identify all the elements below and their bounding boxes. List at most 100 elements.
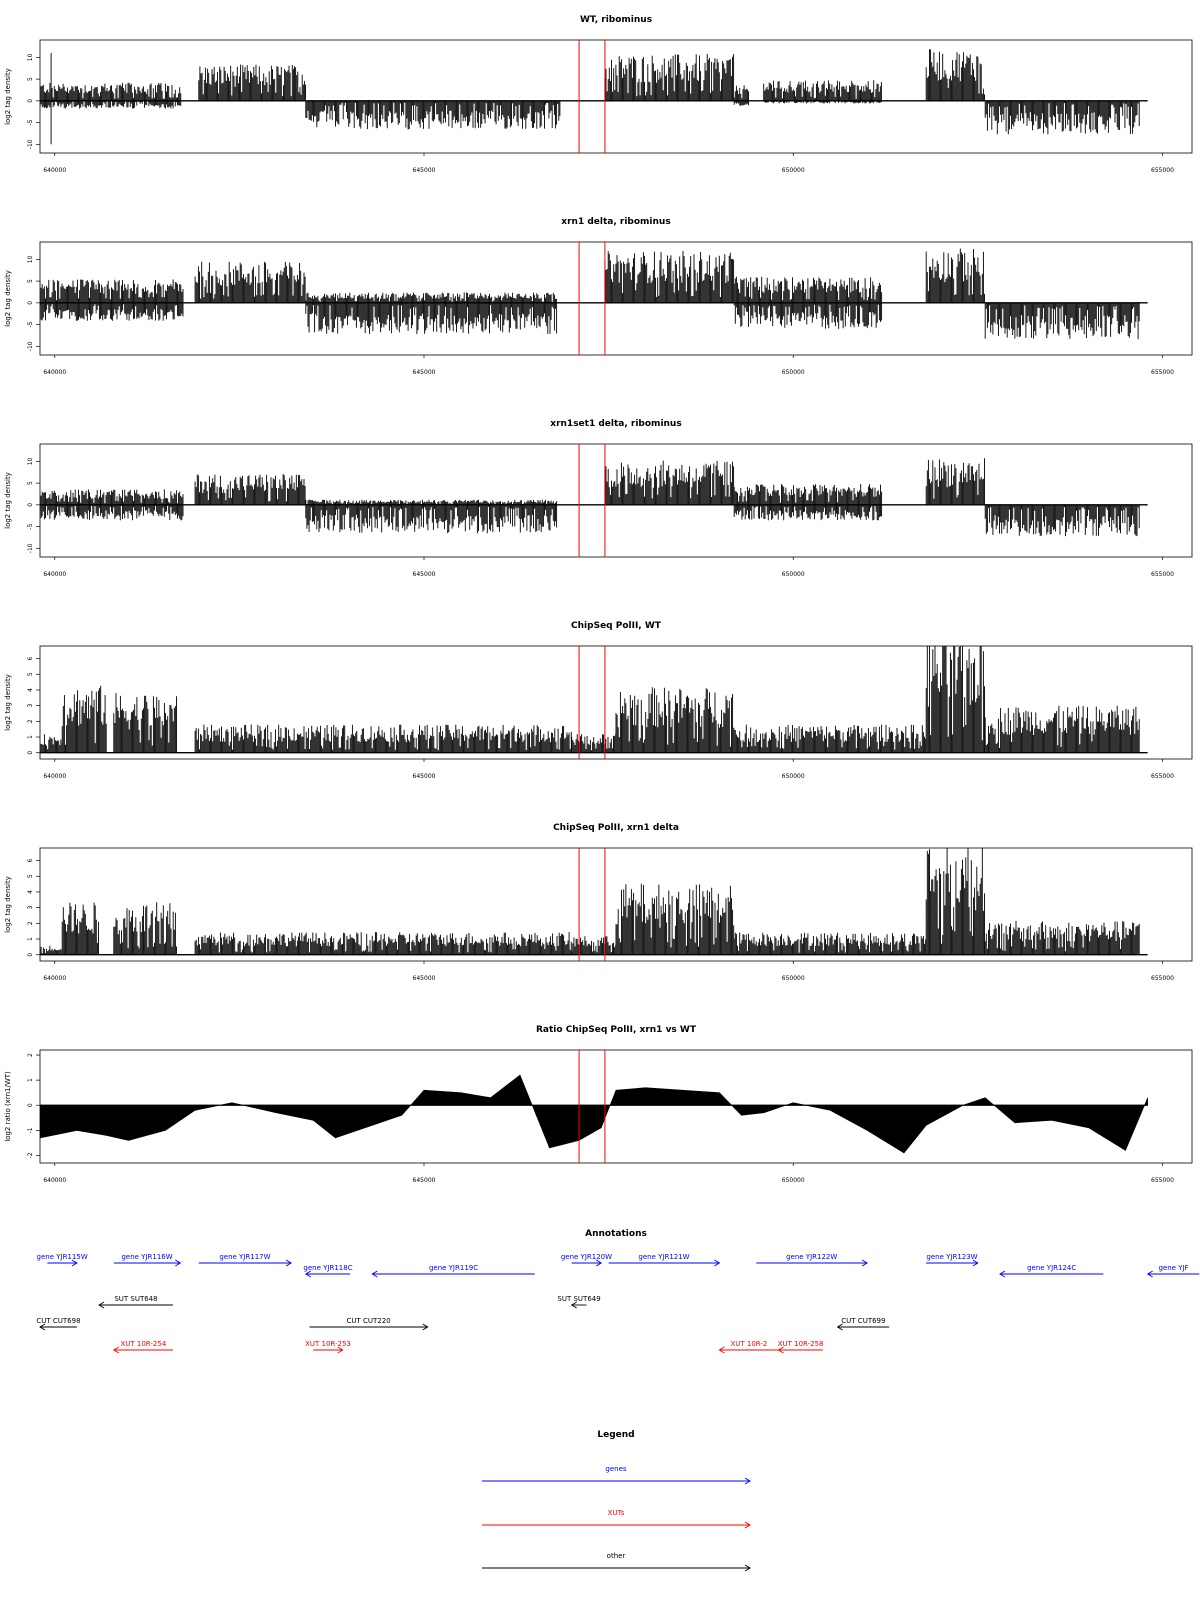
x-tick-label: 645000 — [413, 1177, 436, 1184]
gene-feature: gene YJR121W — [608, 1253, 721, 1267]
y-tick-label: 2 — [27, 1053, 34, 1057]
y-tick-label: -5 — [27, 523, 34, 529]
plot-area — [40, 458, 1148, 537]
y-tick-label: 2 — [27, 719, 34, 723]
x-tick-label: 640000 — [43, 369, 66, 376]
x-tick-label: 650000 — [782, 571, 805, 578]
feature-label: gene YJR119C — [429, 1264, 478, 1272]
gene-feature: gene YJR116W — [113, 1253, 182, 1267]
signal-bars — [40, 49, 1140, 145]
y-tick-label: 10 — [27, 53, 34, 61]
x-tick-label: 640000 — [43, 975, 66, 982]
x-tick-label: 655000 — [1151, 167, 1174, 174]
signal-bars — [40, 458, 1140, 537]
legend-item: genes — [482, 1465, 751, 1485]
x-tick-label: 650000 — [782, 1177, 805, 1184]
y-axis-label: log2 ratio (xrn1/WT) — [4, 1071, 12, 1142]
feature-arrow — [777, 1346, 823, 1354]
feature-arrow — [608, 1259, 721, 1267]
feature-arrow — [926, 1259, 979, 1267]
feature-arrow — [756, 1259, 868, 1267]
legend: Legend genes XUTs other — [482, 1430, 751, 1572]
y-tick-label: 5 — [27, 77, 34, 81]
legend-label: XUTs — [608, 1509, 625, 1517]
feature-label: gene YJR121W — [638, 1253, 689, 1261]
feature-arrow — [313, 1346, 344, 1354]
feature-label: SUT SUT649 — [557, 1295, 600, 1303]
y-tick-label: 10 — [27, 457, 34, 465]
y-tick-label: 1 — [27, 937, 34, 941]
feature-arrow — [836, 1323, 890, 1331]
track-panel: xrn1set1 delta, ribominus log2 tag densit… — [4, 419, 1193, 578]
feature-arrow — [570, 1301, 587, 1309]
feature-label: CUT CUT220 — [347, 1317, 391, 1325]
feature-label: gene YJR115W — [37, 1253, 88, 1261]
y-tick-label: 5 — [27, 874, 34, 878]
xut-feature: XUT 10R-254 — [112, 1340, 173, 1354]
x-tick-label: 655000 — [1151, 1177, 1174, 1184]
other-feature: CUT CUT698 — [36, 1317, 81, 1331]
track-panel: WT, ribominus log2 tag density 10 5 0 -5 -10 64… — [4, 15, 1193, 174]
y-tick-label: 4 — [27, 688, 34, 692]
y-tick-label: 2 — [27, 921, 34, 925]
feature-arrow — [309, 1323, 429, 1331]
gene-feature: gene YJR123W — [926, 1253, 979, 1267]
y-axis-label: log2 tag density — [4, 68, 12, 125]
feature-arrow — [371, 1270, 535, 1278]
y-tick-label: 3 — [27, 906, 34, 910]
x-tick-label: 655000 — [1151, 571, 1174, 578]
y-tick-label: 10 — [27, 255, 34, 263]
x-tick-label: 640000 — [43, 1177, 66, 1184]
x-tick-label: 645000 — [413, 167, 436, 174]
x-tick-label: 645000 — [413, 369, 436, 376]
feature-label: gene YJR123W — [926, 1253, 977, 1261]
feature-arrow — [47, 1259, 78, 1267]
feature-arrow — [39, 1323, 77, 1331]
y-tick-label: 0 — [27, 751, 34, 755]
plot-area — [40, 49, 1148, 145]
gene-feature: gene YJR120W — [561, 1253, 612, 1267]
panel-title: xrn1 delta, ribominus — [561, 217, 670, 227]
panel-title: xrn1set1 delta, ribominus — [550, 419, 681, 429]
other-feature: SUT SUT649 — [557, 1295, 601, 1309]
legend-title: Legend — [597, 1430, 634, 1440]
x-tick-label: 655000 — [1151, 369, 1174, 376]
feature-arrow — [718, 1346, 779, 1354]
panel-title: ChipSeq PolII, xrn1 delta — [553, 823, 679, 833]
feature-arrow — [113, 1259, 182, 1267]
plot-area — [40, 646, 1148, 754]
gene-feature: gene YJR115W — [37, 1253, 88, 1267]
x-tick-label: 650000 — [782, 773, 805, 780]
xut-feature: XUT 10R-2 — [718, 1340, 779, 1354]
track-panel: ChipSeq PolII, WT log2 tag density 6 5 4 3 2 1 0… — [4, 621, 1193, 780]
gene-feature: gene YJR119C — [371, 1264, 535, 1278]
ratio-area — [40, 1074, 1148, 1154]
feature-arrow — [98, 1301, 173, 1309]
feature-label: gene YJR122W — [786, 1253, 837, 1261]
track-panel: ChipSeq PolII, xrn1 delta log2 tag densit… — [4, 823, 1193, 982]
feature-label: gene YJR116W — [121, 1253, 172, 1261]
annotations-title: Annotations — [585, 1229, 647, 1239]
plot-area — [40, 248, 1148, 340]
y-tick-label: 0 — [27, 301, 34, 305]
x-tick-label: 650000 — [782, 369, 805, 376]
feature-label: gene YJF — [1158, 1264, 1188, 1272]
legend-label: genes — [605, 1465, 626, 1473]
feature-arrow — [304, 1270, 351, 1278]
signal-bars — [40, 248, 1140, 340]
gene-feature: gene YJR118C — [303, 1264, 353, 1278]
feature-arrow — [482, 1477, 751, 1485]
track-panel: xrn1 delta, ribominus log2 tag density 10 5… — [4, 217, 1193, 376]
plot-frame — [39, 847, 1193, 962]
plot-area — [40, 848, 1148, 956]
legend-item: XUTs — [482, 1509, 751, 1529]
y-tick-label: -1 — [27, 1127, 34, 1133]
panel-title: WT, ribominus — [580, 15, 652, 25]
y-axis-label: log2 tag density — [4, 674, 12, 731]
x-tick-label: 640000 — [43, 773, 66, 780]
x-tick-label: 645000 — [413, 975, 436, 982]
gene-feature: gene YJR122W — [756, 1253, 868, 1267]
feature-label: gene YJR124C — [1027, 1264, 1076, 1272]
x-tick-label: 640000 — [43, 167, 66, 174]
